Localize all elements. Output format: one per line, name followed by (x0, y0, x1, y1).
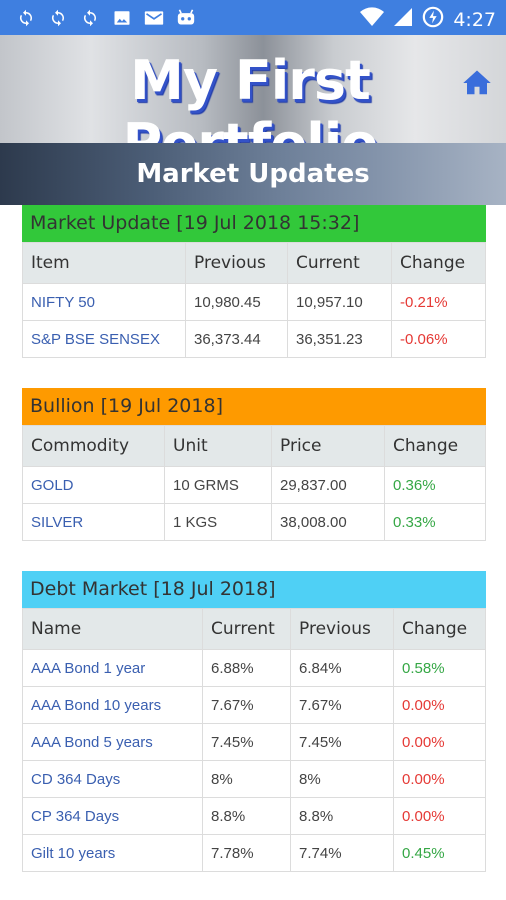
table-cell: 7.45% (202, 723, 291, 761)
table-cell: 8% (202, 760, 291, 798)
table-cell: 7.67% (290, 686, 394, 724)
item-link[interactable]: AAA Bond 1 year (22, 649, 203, 687)
table-cell: 8.8% (202, 797, 291, 835)
table-cell: 38,008.00 (271, 503, 385, 541)
system-icons: 4:27 (360, 6, 496, 33)
table-cell: 29,837.00 (271, 466, 385, 504)
column-header: Item (22, 242, 186, 284)
signal-icon (393, 7, 413, 32)
debt-market-section: Debt Market [18 Jul 2018] Name Current P… (22, 571, 486, 872)
column-header: Change (393, 608, 486, 650)
page-title: Market Updates (136, 159, 370, 189)
column-header: Unit (164, 425, 272, 467)
table-header-row: Item Previous Current Change (22, 242, 486, 284)
item-link[interactable]: CP 364 Days (22, 797, 203, 835)
change-cell: -0.21% (391, 283, 486, 321)
column-header: Price (271, 425, 385, 467)
sync-icon (16, 8, 36, 28)
column-header: Previous (185, 242, 288, 284)
item-link[interactable]: Gilt 10 years (22, 834, 203, 872)
change-cell: 0.00% (393, 723, 486, 761)
table-row: AAA Bond 10 years 7.67% 7.67% 0.00% (22, 686, 486, 724)
battery-charging-icon (422, 6, 444, 33)
table-cell: 6.88% (202, 649, 291, 687)
change-cell: 0.36% (384, 466, 486, 504)
table-cell: 10,980.45 (185, 283, 288, 321)
bullion-section: Bullion [19 Jul 2018] Commodity Unit Pri… (22, 388, 486, 541)
image-icon (112, 8, 132, 28)
change-cell: 0.58% (393, 649, 486, 687)
table-cell: 36,373.44 (185, 320, 288, 358)
table-row: NIFTY 50 10,980.45 10,957.10 -0.21% (22, 283, 486, 321)
section-title: Debt Market [18 Jul 2018] (22, 571, 486, 608)
table-row: S&P BSE SENSEX 36,373.44 36,351.23 -0.06… (22, 320, 486, 358)
column-header: Commodity (22, 425, 165, 467)
column-header: Previous (290, 608, 394, 650)
section-title: Market Update [19 Jul 2018 15:32] (22, 205, 486, 242)
table-row: AAA Bond 1 year 6.88% 6.84% 0.58% (22, 649, 486, 687)
sync-icon (48, 8, 68, 28)
item-link[interactable]: S&P BSE SENSEX (22, 320, 186, 358)
bot-icon (176, 8, 196, 28)
change-cell: -0.06% (391, 320, 486, 358)
bullion-table: Commodity Unit Price Change GOLD 10 GRMS… (22, 425, 486, 541)
item-link[interactable]: AAA Bond 5 years (22, 723, 203, 761)
item-link[interactable]: NIFTY 50 (22, 283, 186, 321)
table-row: CP 364 Days 8.8% 8.8% 0.00% (22, 797, 486, 835)
section-title: Bullion [19 Jul 2018] (22, 388, 486, 425)
table-row: Gilt 10 years 7.78% 7.74% 0.45% (22, 834, 486, 872)
clock-time: 4:27 (453, 8, 496, 31)
wifi-icon (360, 7, 385, 32)
table-cell: 10 GRMS (164, 466, 272, 504)
item-link[interactable]: GOLD (22, 466, 165, 504)
change-cell: 0.00% (393, 760, 486, 798)
table-cell: 36,351.23 (287, 320, 392, 358)
item-link[interactable]: SILVER (22, 503, 165, 541)
table-cell: 8% (290, 760, 394, 798)
item-link[interactable]: CD 364 Days (22, 760, 203, 798)
home-button[interactable] (462, 68, 492, 98)
change-cell: 0.45% (393, 834, 486, 872)
table-cell: 8.8% (290, 797, 394, 835)
market-update-section: Market Update [19 Jul 2018 15:32] Item P… (22, 205, 486, 358)
change-cell: 0.00% (393, 797, 486, 835)
column-header: Change (391, 242, 486, 284)
table-row: CD 364 Days 8% 8% 0.00% (22, 760, 486, 798)
table-row: AAA Bond 5 years 7.45% 7.45% 0.00% (22, 723, 486, 761)
table-header-row: Name Current Previous Change (22, 608, 486, 650)
change-cell: 0.00% (393, 686, 486, 724)
table-cell: 7.74% (290, 834, 394, 872)
page-subheader: Market Updates (0, 143, 506, 205)
table-cell: 7.67% (202, 686, 291, 724)
app-header: My First Portfolio (0, 35, 506, 175)
column-header: Change (384, 425, 486, 467)
table-cell: 10,957.10 (287, 283, 392, 321)
notification-icons (16, 8, 196, 28)
change-cell: 0.33% (384, 503, 486, 541)
mail-icon (144, 8, 164, 28)
table-row: GOLD 10 GRMS 29,837.00 0.36% (22, 466, 486, 504)
column-header: Current (202, 608, 291, 650)
table-row: SILVER 1 KGS 38,008.00 0.33% (22, 503, 486, 541)
item-link[interactable]: AAA Bond 10 years (22, 686, 203, 724)
status-bar: 4:27 (0, 0, 506, 35)
table-cell: 1 KGS (164, 503, 272, 541)
column-header: Current (287, 242, 392, 284)
home-icon (463, 70, 491, 95)
sync-icon (80, 8, 100, 28)
table-cell: 7.78% (202, 834, 291, 872)
table-cell: 6.84% (290, 649, 394, 687)
market-table: Item Previous Current Change NIFTY 50 10… (22, 242, 486, 358)
column-header: Name (22, 608, 203, 650)
table-cell: 7.45% (290, 723, 394, 761)
debt-table: Name Current Previous Change AAA Bond 1 … (22, 608, 486, 872)
table-header-row: Commodity Unit Price Change (22, 425, 486, 467)
